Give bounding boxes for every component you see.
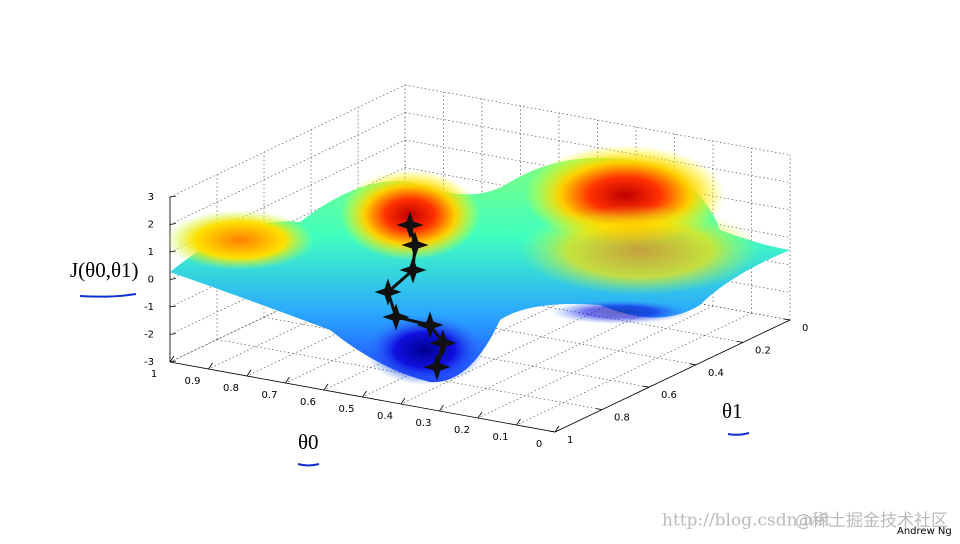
y-tick-label: 0 [802, 323, 808, 334]
grid-line [323, 277, 560, 391]
surface [165, 145, 790, 385]
tick-mark [246, 369, 252, 377]
grid-line [208, 256, 444, 370]
x-tick-label: 1 [151, 369, 157, 380]
tick-mark [689, 363, 697, 366]
y-tick-label: 0.8 [614, 413, 630, 424]
grid-line [169, 84, 406, 198]
tick-mark [595, 408, 603, 410]
z-tick-label: 3 [148, 192, 154, 203]
tick-mark [400, 397, 406, 405]
tick-mark [477, 411, 483, 419]
grid-line [246, 263, 483, 377]
x-tick-label: 0.5 [339, 404, 355, 415]
z-tick-label: 0 [148, 275, 154, 286]
x-tick-label: 0.3 [416, 418, 432, 429]
grid-line [404, 84, 791, 156]
tick-mark [554, 425, 560, 433]
tick-mark [169, 305, 177, 308]
x-tick-label: 0.6 [300, 397, 316, 408]
x-tick-label: 0.9 [185, 376, 201, 387]
grid-line [404, 139, 791, 211]
z-tick-label: -3 [144, 357, 154, 368]
grid-line [404, 112, 791, 183]
x-tick-label: 0.7 [262, 390, 278, 401]
tick-mark [169, 278, 177, 280]
ridge [165, 210, 315, 270]
x-tick-label: 0 [536, 439, 542, 450]
tick-mark [285, 376, 290, 384]
tick-mark [169, 360, 177, 363]
tick-mark [548, 430, 556, 433]
tick-mark [736, 341, 744, 343]
tick-mark [208, 362, 213, 370]
z-tick-label: 2 [148, 220, 154, 231]
grid-line [169, 249, 406, 363]
credit: Andrew Ng [897, 526, 952, 537]
axis-line [554, 319, 791, 433]
z-tick-label: -1 [144, 302, 154, 313]
valley [365, 315, 485, 385]
z-tick-label: 1 [148, 247, 154, 258]
tick-mark [169, 355, 175, 363]
y-axis-label: θ1 [722, 399, 743, 423]
watermark: @稀土掘金技术社区 [795, 511, 948, 531]
tick-mark [516, 418, 521, 426]
ridge [520, 205, 760, 295]
tick-mark [169, 195, 177, 198]
tick-mark [642, 385, 650, 388]
grid-line [169, 112, 406, 225]
x-tick-label: 0.4 [377, 411, 393, 422]
y-tick-label: 0.2 [755, 345, 771, 356]
grid-line [516, 312, 752, 426]
tick-mark [323, 383, 329, 391]
grid-line [169, 139, 406, 253]
y-tick-label: 0.4 [708, 368, 724, 379]
grid-line [216, 339, 603, 410]
y-tick-label: 0.6 [661, 390, 677, 401]
x-tick-label: 0.2 [454, 425, 470, 436]
grid-line [285, 270, 521, 384]
underline [79, 293, 750, 467]
tick-mark [439, 404, 444, 412]
y-tick-label: 1 [567, 435, 573, 446]
grid-line [439, 298, 675, 412]
x-axis-label: θ0 [298, 430, 319, 454]
tick-mark [783, 318, 791, 321]
descent-path [374, 211, 457, 381]
valley [550, 300, 690, 324]
grid-line [404, 167, 791, 238]
tick-mark [362, 390, 367, 398]
tick-mark [169, 333, 177, 335]
grid-line [400, 291, 637, 405]
tick-mark [169, 223, 177, 225]
z-tick-label: -2 [144, 330, 154, 341]
watermark: http://blog.csdn.net [662, 511, 831, 531]
grid-line [477, 305, 714, 419]
x-tick-label: 0.1 [493, 432, 509, 443]
x-tick-label: 0.8 [223, 383, 239, 394]
z-axis-label: J(θ0,θ1) [70, 258, 139, 282]
